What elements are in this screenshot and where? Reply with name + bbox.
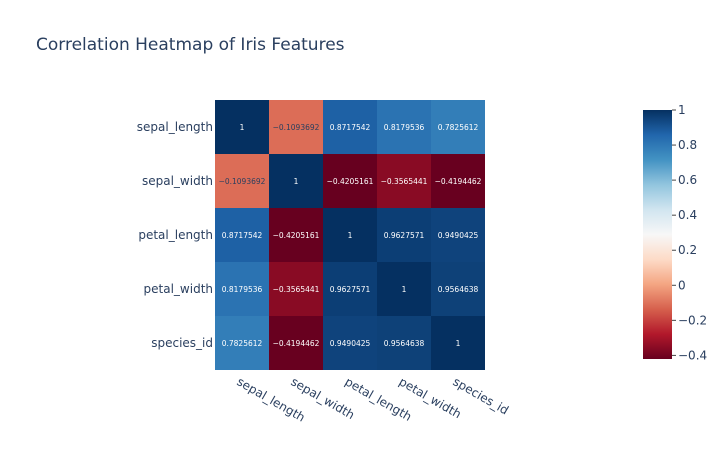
heatmap-cell [377, 208, 431, 262]
heatmap-cell [431, 154, 485, 208]
cell-value-label: 1 [456, 339, 461, 348]
y-tick-label: sepal_width [142, 174, 213, 188]
cell-value-label: −0.4205161 [273, 231, 320, 240]
heatmap-cell [215, 208, 269, 262]
colorbar-tick-label: −0.2 [678, 313, 707, 327]
cell-value-label: 0.9490425 [330, 339, 371, 348]
y-tick-label: petal_length [138, 228, 213, 242]
heatmap-cell [323, 208, 377, 262]
heatmap-cell [215, 262, 269, 316]
heatmap-cell [269, 208, 323, 262]
cell-value-label: 0.9490425 [438, 231, 479, 240]
heatmap-cell [269, 262, 323, 316]
colorbar-tick-label: 0.2 [678, 243, 697, 257]
cell-value-label: −0.4194462 [273, 339, 320, 348]
heatmap-cell [323, 100, 377, 154]
colorbar: 1 0.8 0.6 0.4 0.2 0 −0.2 −0.4 [643, 103, 707, 362]
x-axis: sepal_lengthsepal_widthpetal_lengthpetal… [235, 374, 512, 424]
cell-value-label: −0.3565441 [381, 177, 428, 186]
cell-value-label: 0.9627571 [330, 285, 371, 294]
heatmap-cell [215, 154, 269, 208]
heatmap-cell [377, 154, 431, 208]
colorbar-tick-label: 0 [678, 278, 686, 292]
heatmap-cell [269, 316, 323, 370]
heatmap-cell [377, 100, 431, 154]
cell-value-label: 1 [294, 177, 299, 186]
chart-title: Correlation Heatmap of Iris Features [36, 35, 345, 55]
y-tick-label: petal_width [144, 282, 213, 296]
heatmap-cells: 1 −0.1093692 0.8717542 0.8179536 0.7825612 −0… [215, 100, 485, 370]
heatmap-cell [323, 154, 377, 208]
cell-value-label: 0.7825612 [438, 123, 479, 132]
cell-value-label: 0.9564638 [384, 339, 425, 348]
colorbar-tick-label: −0.4 [678, 348, 707, 362]
heatmap-cell [323, 316, 377, 370]
cell-value-label: 0.9564638 [438, 285, 479, 294]
cell-value-label: 0.7825612 [222, 339, 263, 348]
cell-value-label: 0.8179536 [384, 123, 425, 132]
heatmap-cell [431, 100, 485, 154]
cell-value-label: −0.4194462 [435, 177, 482, 186]
cell-value-label: 0.8717542 [222, 231, 263, 240]
cell-value-label: −0.3565441 [273, 285, 320, 294]
heatmap-cell [377, 262, 431, 316]
cell-value-label: −0.4205161 [327, 177, 374, 186]
cell-value-label: 0.8179536 [222, 285, 263, 294]
heatmap-cell [377, 316, 431, 370]
heatmap-cell [431, 262, 485, 316]
y-tick-label: sepal_length [137, 120, 213, 134]
heatmap-cell [431, 208, 485, 262]
cell-value-label: −0.1093692 [273, 123, 320, 132]
cell-value-label: −0.1093692 [219, 177, 266, 186]
heatmap-cell [269, 100, 323, 154]
colorbar-tick-label: 0.6 [678, 173, 697, 187]
cell-value-label: 1 [240, 123, 245, 132]
cell-value-label: 0.8717542 [330, 123, 371, 132]
y-axis: sepal_length sepal_width petal_lengthpetal… [137, 120, 213, 350]
heatmap-cell [215, 316, 269, 370]
colorbar-gradient [643, 110, 672, 359]
heatmap-cell [431, 316, 485, 370]
heatmap-cell [269, 154, 323, 208]
heatmap-cell [323, 262, 377, 316]
y-tick-label: species_id [151, 336, 213, 350]
colorbar-tick-label: 0.8 [678, 138, 697, 152]
cell-value-label: 0.9627571 [384, 231, 425, 240]
cell-value-label: 1 [348, 231, 353, 240]
cell-value-label: 1 [402, 285, 407, 294]
colorbar-tick-label: 0.4 [678, 208, 697, 222]
heatmap-cell [215, 100, 269, 154]
colorbar-tick-label: 1 [678, 103, 686, 117]
